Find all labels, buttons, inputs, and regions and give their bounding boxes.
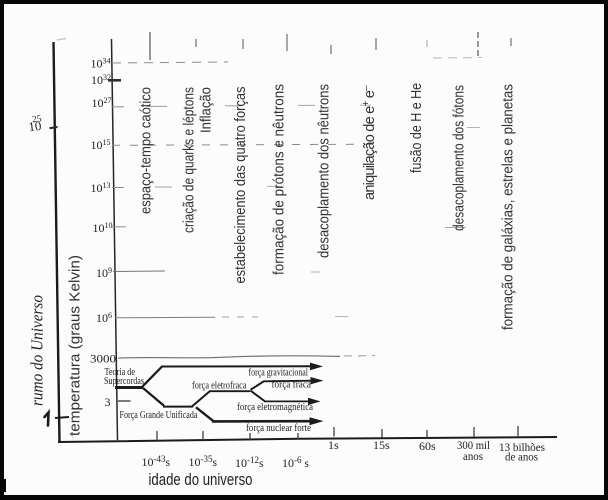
svg-text:aniquilação de e+ e–: aniquilação de e+ e– [361, 85, 378, 200]
svg-text:1013: 1013 [91, 181, 111, 195]
svg-text:Inflação: Inflação [199, 87, 215, 133]
svg-text:1010: 1010 [93, 221, 113, 235]
svg-text:espaço-tempo caótico: espaço-tempo caótico [139, 87, 155, 214]
svg-text:1032: 1032 [91, 73, 111, 87]
svg-text:10-35s: 10-35s [189, 454, 218, 469]
svg-text:10: 10 [28, 118, 43, 134]
svg-text:109: 109 [96, 266, 112, 280]
svg-text:criação de quarks e léptons: criação de quarks e léptons [182, 87, 198, 233]
svg-text:desacoplamento dos fótons: desacoplamento dos fótons [452, 85, 468, 231]
svg-text:10-43s: 10-43s [142, 454, 171, 469]
svg-text:Força Grande Unificada: Força Grande Unificada [120, 410, 198, 421]
svg-text:13 bilhões: 13 bilhões [499, 440, 545, 454]
svg-text:106: 106 [96, 311, 112, 325]
svg-text:força nuclear forte: força nuclear forte [246, 423, 311, 434]
svg-text:desacoplamento dos nêutrons: desacoplamento dos nêutrons [317, 84, 333, 258]
svg-text:força eletromagnética: força eletromagnética [237, 402, 313, 413]
svg-text:Teoria de: Teoria de [105, 367, 136, 378]
svg-text:15s: 15s [373, 438, 390, 452]
svg-text:3: 3 [105, 395, 111, 409]
svg-text:300 mil: 300 mil [457, 438, 491, 452]
svg-text:rumo do Universo: rumo do Universo [28, 295, 47, 406]
svg-text:Supercordas: Supercordas [104, 376, 144, 387]
svg-text:temperatura (graus Kelvin): temperatura (graus Kelvin) [68, 255, 84, 436]
svg-text:1027: 1027 [92, 96, 112, 110]
svg-text:10-6 s: 10-6 s [282, 455, 309, 470]
svg-text:formação de galáxias, estrelas: formação de galáxias, estrelas e planeta… [501, 84, 517, 330]
svg-text:1015: 1015 [91, 138, 111, 152]
svg-text:estabelecimento das quatro for: estabelecimento das quatro forças [233, 87, 249, 284]
svg-text:60s: 60s [419, 439, 436, 453]
svg-text:25: 25 [32, 114, 43, 125]
svg-text:idade do universo: idade do universo [149, 470, 253, 489]
svg-text:força fraca: força fraca [272, 380, 312, 391]
svg-text:formação de prótons e nêutrons: formação de prótons e nêutrons [272, 84, 288, 275]
svg-text:de anos: de anos [505, 450, 538, 464]
svg-text:1s: 1s [328, 438, 339, 452]
svg-text:fusão de H e He: fusão de H e He [409, 83, 425, 173]
svg-text:força eletrofraca: força eletrofraca [192, 380, 247, 391]
svg-text:10-12s: 10-12s [235, 455, 264, 470]
svg-text:anos: anos [463, 449, 483, 463]
svg-text:3000: 3000 [90, 352, 116, 366]
svg-text:força gravitacional: força gravitacional [249, 368, 309, 379]
svg-text:1034: 1034 [91, 56, 111, 70]
